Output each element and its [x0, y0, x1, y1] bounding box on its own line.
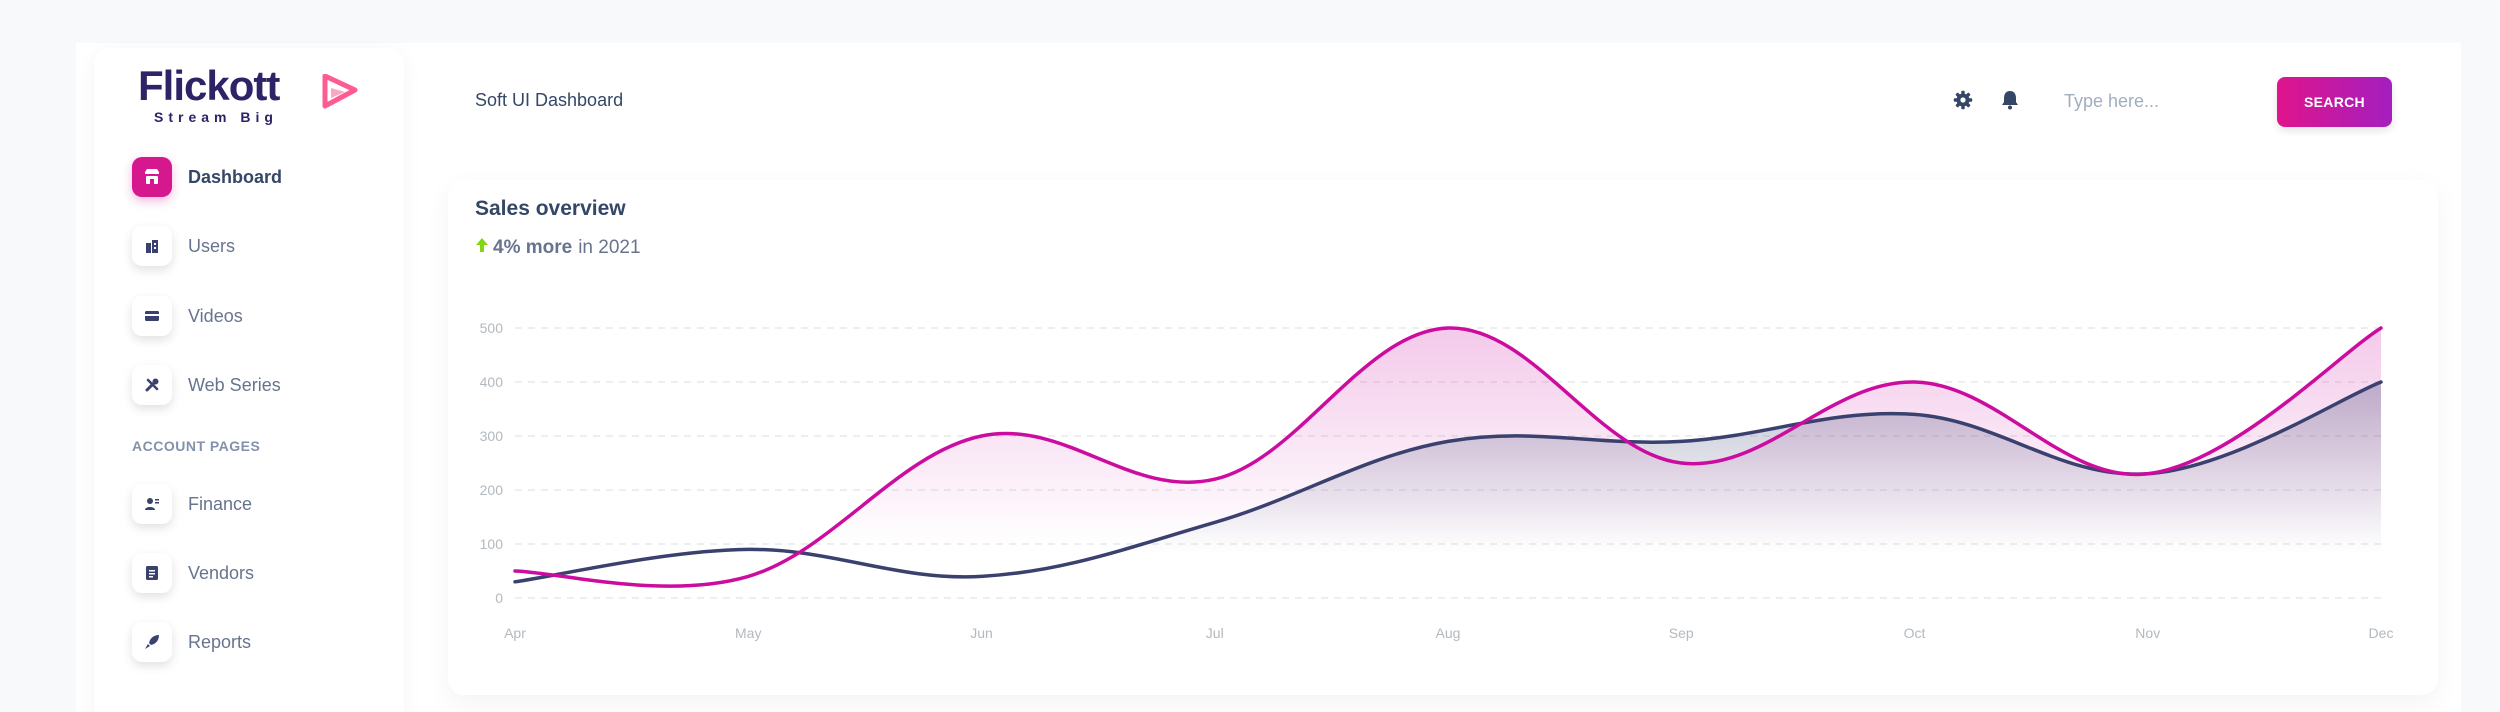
sidebar-item-label: Users: [188, 235, 236, 256]
change-value: 4% more: [493, 236, 573, 258]
sidebar-item-label: Reports: [188, 631, 252, 652]
sidebar: Flickott Stream Big Dashboard Users Vide…: [94, 48, 404, 712]
series-line-1: [513, 326, 2383, 588]
sidebar-section-title: ACCOUNT PAGES: [132, 438, 261, 454]
y-tick-label: 500: [480, 320, 504, 336]
y-tick-label: 400: [480, 374, 504, 390]
x-tick-label: May: [735, 625, 761, 641]
play-arrow-logo-icon: [322, 74, 358, 109]
sidebar-item-dashboard[interactable]: Dashboard: [132, 156, 392, 198]
x-tick-label: Dec: [2369, 625, 2394, 641]
brand-logo[interactable]: Flickott Stream Big: [138, 62, 358, 125]
arrow-up-icon: [475, 236, 489, 259]
series-area-2: [515, 382, 2381, 598]
sidebar-item-label: Finance: [188, 493, 253, 514]
x-tick-label: Jul: [1206, 625, 1224, 641]
y-tick-label: 300: [480, 428, 504, 444]
profile-icon: [132, 484, 172, 524]
x-tick-label: Apr: [504, 625, 526, 641]
sales-overview-card: Sales overview 4% more in 2021 0 100 200 30…: [448, 180, 2438, 695]
sidebar-item-vendors[interactable]: Vendors: [132, 552, 392, 594]
shop-icon: [132, 157, 172, 197]
x-tick-label: Aug: [1436, 625, 1461, 641]
x-tick-label: Jun: [970, 625, 993, 641]
x-tick-label: Oct: [1904, 625, 1926, 641]
x-tick-label: Sep: [1669, 625, 1694, 641]
sidebar-item-label: Videos: [188, 305, 243, 326]
sidebar-item-reports[interactable]: Reports: [132, 621, 392, 663]
sidebar-item-label: Vendors: [188, 562, 255, 583]
sidebar-item-finance[interactable]: Finance: [132, 483, 392, 525]
sales-chart: 0 100 200 300 400 500 Apr May Jun Jul Aug Sep Oct Nov…: [480, 320, 2394, 641]
brand-name: Flickott: [138, 62, 280, 109]
sidebar-item-label: Dashboard: [188, 166, 283, 187]
change-suffix: in 2021: [578, 236, 641, 258]
y-tick-label: 100: [480, 536, 504, 552]
x-tick-label: Nov: [2135, 625, 2160, 641]
sidebar-item-label: Web Series: [188, 374, 281, 395]
series-line-2: [513, 380, 2383, 584]
breadcrumb[interactable]: Soft UI Dashboard: [475, 90, 624, 110]
card-subtitle: 4% more in 2021: [475, 236, 641, 259]
gear-icon[interactable]: [1952, 89, 1974, 111]
office-icon: [132, 226, 172, 266]
rocket-icon: [132, 622, 172, 662]
y-tick-label: 200: [480, 482, 504, 498]
search-input[interactable]: [2064, 82, 2264, 120]
y-tick-label: 0: [495, 590, 503, 606]
document-icon: [132, 553, 172, 593]
card-title: Sales overview: [475, 197, 626, 220]
bell-icon[interactable]: [1999, 89, 2021, 111]
settings-tools-icon: [132, 365, 172, 405]
sidebar-item-users[interactable]: Users: [132, 225, 392, 267]
credit-card-icon: [132, 296, 172, 336]
search-button[interactable]: SEARCH: [2277, 77, 2392, 127]
sidebar-item-web-series[interactable]: Web Series: [132, 364, 392, 406]
brand-tagline: Stream Big: [154, 109, 278, 125]
sidebar-item-videos[interactable]: Videos: [132, 295, 392, 337]
